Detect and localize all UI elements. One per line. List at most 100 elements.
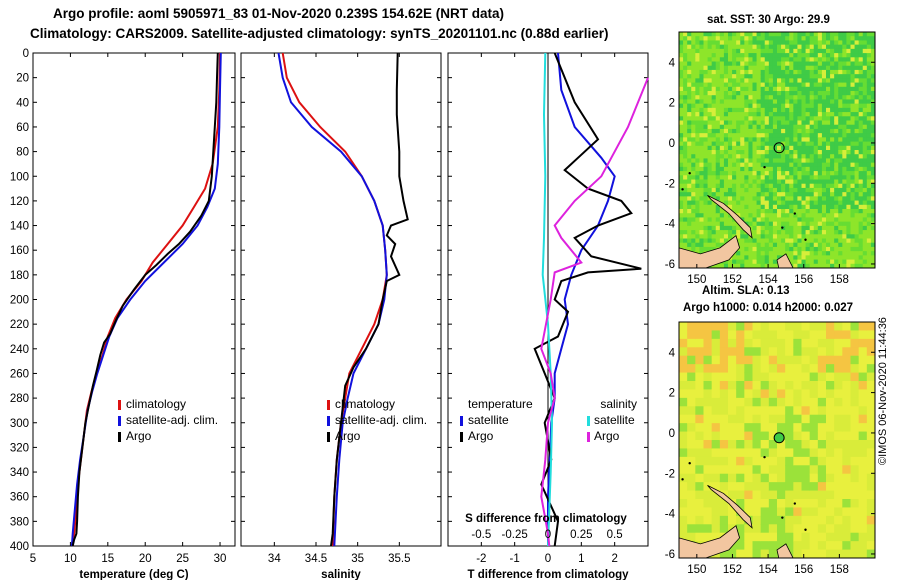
map-cell <box>842 48 847 54</box>
island-dot <box>681 188 684 191</box>
map-cell <box>679 137 684 143</box>
map-cell <box>842 217 847 223</box>
map-cell <box>777 515 786 525</box>
map-cell <box>850 499 860 508</box>
map-cell <box>760 238 766 244</box>
map-cell <box>691 116 696 121</box>
map-cell <box>679 238 684 244</box>
map-cell <box>866 423 876 433</box>
map-cell <box>805 263 811 269</box>
map-cell <box>723 103 729 109</box>
map-cell <box>793 465 802 475</box>
map-cell <box>728 389 737 399</box>
map-cell <box>679 179 684 185</box>
map-cell <box>764 61 770 67</box>
map-cell <box>756 128 762 134</box>
map-cell <box>679 103 684 109</box>
map-cell <box>691 74 696 79</box>
map-cell <box>866 414 876 424</box>
map-cell <box>866 158 872 164</box>
map-cell <box>711 515 721 525</box>
map-cell <box>817 128 823 134</box>
map-cell <box>703 192 709 197</box>
map-cell <box>711 95 717 100</box>
map-cell <box>740 196 745 202</box>
map-cell <box>817 230 823 235</box>
island-dot <box>793 212 797 215</box>
map-cell <box>744 414 753 424</box>
map-cell <box>797 242 802 248</box>
map-cell <box>809 347 819 357</box>
map-cell <box>850 217 856 223</box>
map-cell <box>858 91 864 96</box>
map-cell <box>842 242 847 248</box>
map-cell <box>728 456 737 466</box>
map-cell <box>797 154 802 159</box>
map-cell <box>752 372 762 382</box>
map-cell <box>768 541 778 551</box>
map-cell <box>842 141 847 147</box>
map-cell <box>736 145 741 151</box>
map-cell <box>732 32 737 37</box>
map-cell <box>850 423 860 433</box>
map-cell <box>711 179 717 185</box>
map-cell <box>781 40 786 46</box>
map-cell <box>826 187 831 193</box>
map-cell <box>817 103 823 109</box>
map-cell <box>715 61 721 67</box>
map-cell <box>679 456 688 466</box>
map-cell <box>768 86 774 92</box>
map-cell <box>842 166 847 172</box>
map-cell <box>760 150 766 155</box>
map-cell <box>687 347 696 357</box>
map-cell <box>785 414 794 424</box>
map-cell <box>858 213 864 218</box>
map-cell <box>764 204 770 210</box>
map-cell <box>699 78 704 84</box>
map-cell <box>703 515 713 525</box>
map-cell <box>703 162 709 168</box>
map-cell <box>760 65 766 71</box>
x-tick-label: -2 <box>476 553 486 565</box>
map-cell <box>711 338 721 348</box>
map-cell <box>711 61 717 67</box>
map-cell <box>826 158 831 164</box>
map-cell <box>870 230 876 235</box>
map-cell <box>740 154 745 159</box>
map-cell <box>834 431 843 441</box>
map-cell <box>862 78 868 84</box>
map-cell <box>870 91 876 96</box>
map-cell <box>760 175 766 180</box>
map-cell <box>768 234 774 239</box>
map-cell <box>711 238 717 244</box>
map-cell <box>748 40 753 46</box>
map-cell <box>830 209 835 214</box>
map-cell <box>854 82 860 88</box>
map-cell <box>723 259 729 265</box>
map-cell <box>728 217 733 223</box>
map-cell <box>838 57 843 62</box>
map-cell <box>870 57 876 62</box>
map-cell <box>679 82 684 88</box>
map-cell <box>817 347 827 357</box>
map-cell <box>703 448 713 458</box>
map-cell <box>850 532 860 542</box>
map-cell <box>777 541 786 551</box>
map-cell <box>719 482 729 492</box>
map-cell <box>715 137 721 143</box>
map-cell <box>719 372 729 382</box>
map-cell <box>797 246 802 252</box>
map-cell <box>801 322 811 331</box>
map-cell <box>728 490 737 500</box>
map-cell <box>785 238 790 244</box>
map-cell <box>687 141 692 147</box>
map-cell <box>842 36 847 41</box>
map-cell <box>723 99 729 105</box>
map-cell <box>809 137 815 143</box>
map-cell <box>801 74 807 79</box>
map-cell <box>797 36 802 41</box>
map-cell <box>785 242 790 248</box>
map-cell <box>760 44 766 50</box>
map-cell <box>711 162 717 168</box>
map-cell <box>777 166 782 172</box>
